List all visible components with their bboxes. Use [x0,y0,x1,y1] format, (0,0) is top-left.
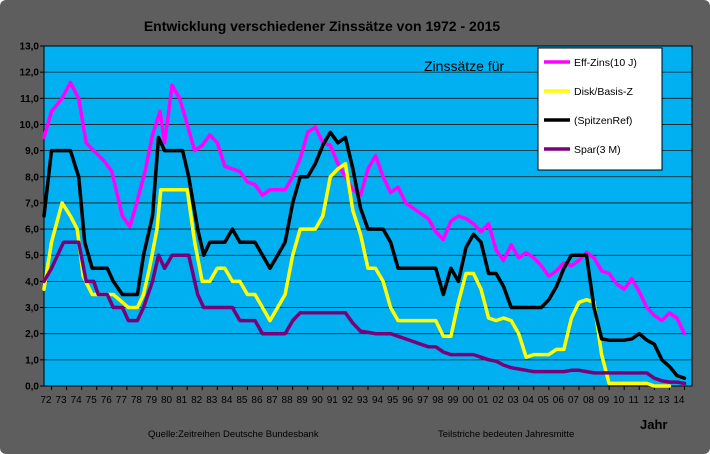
x-tick-label: 75 [86,395,98,406]
x-tick-label: 08 [583,395,595,406]
x-tick-label: 87 [266,395,278,406]
x-tick-label: 09 [598,395,610,406]
x-tick-label: 83 [206,395,218,406]
tick-note: Teilstriche bedeuten Jahresmitte [438,429,574,440]
x-axis-tick-labels: 72 73 74 75 76 77 78 79 80 81 82 83 84 85 86 87 88 89 90 91… [40,386,685,406]
x-tick-label: 99 [447,395,459,406]
x-tick-label: 00 [462,395,474,406]
x-tick-label: 98 [432,395,444,406]
x-tick-label: 89 [297,395,309,406]
x-tick-label: 02 [493,395,505,406]
x-tick-label: 97 [417,395,429,406]
legend-label: Disk/Basis-Z [574,86,634,98]
y-tick-label: 4,0 [25,277,39,288]
x-tick-label: 90 [312,395,324,406]
x-tick-label: 91 [327,395,339,406]
x-tick-label: 78 [131,395,143,406]
x-tick-label: 05 [538,395,550,406]
x-tick-label: 80 [161,395,173,406]
x-tick-label: 96 [402,395,414,406]
legend-label: (SpitzenRef) [574,115,632,127]
x-tick-label: 84 [221,395,233,406]
x-tick-label: 01 [477,395,489,406]
x-tick-label: 92 [342,395,354,406]
legend-items: Eff-Zins(10 J) Disk/Basis-Z (SpitzenRef) Sp… [544,57,637,156]
legend: Eff-Zins(10 J) Disk/Basis-Z (SpitzenRef) Sp… [537,47,663,171]
y-tick-label: 11,0 [20,94,39,105]
chart-title: Entwicklung verschiedener Zinssätze von … [144,18,501,34]
x-tick-label: 86 [251,395,263,406]
y-tick-label: 8,0 [25,172,39,183]
x-tick-label: 81 [176,395,188,406]
x-tick-label: 94 [372,395,384,406]
x-tick-label: 74 [71,395,83,406]
y-axis-tick-labels: 0,0 1,0 2,0 3,0 4,0 5,0 6,0 7,0 8,0 9,0 10,0 11,0 12… [20,42,44,393]
y-tick-label: 3,0 [25,303,39,314]
y-tick-label: 1,0 [25,355,39,366]
y-tick-label: 9,0 [25,146,39,157]
x-tick-label: 14 [673,395,685,406]
x-tick-label: 76 [101,395,113,406]
y-tick-label: 6,0 [25,225,39,236]
x-tick-label: 77 [116,395,128,406]
y-tick-label: 0,0 [25,382,39,393]
x-tick-label: 93 [357,395,369,406]
x-tick-label: 11 [629,395,640,406]
x-tick-label: 72 [40,395,52,406]
x-tick-label: 13 [658,395,670,406]
x-tick-label: 88 [282,395,294,406]
x-tick-label: 12 [643,395,655,406]
x-tick-label: 85 [236,395,248,406]
y-tick-label: 10,0 [20,120,40,131]
x-tick-label: 06 [553,395,565,406]
series-lines [42,80,687,388]
series-line-2 [42,161,672,388]
x-tick-label: 95 [387,395,399,406]
x-tick-label: 79 [146,395,158,406]
x-axis-label: Jahr [640,417,667,432]
legend-label: Eff-Zins(10 J) [574,57,637,69]
x-tick-label: 73 [56,395,68,406]
source-note: Quelle:Zeitreihen Deutsche Bundesbank [148,429,319,440]
y-tick-label: 7,0 [25,198,39,209]
y-tick-label: 13,0 [20,42,40,53]
x-tick-label: 07 [568,395,580,406]
y-tick-label: 2,0 [25,329,39,340]
x-tick-label: 10 [613,395,625,406]
x-tick-label: 04 [523,395,535,406]
legend-title: Zinssätze für [424,58,504,74]
y-tick-label: 12,0 [20,68,40,79]
series-line-4 [42,240,687,386]
series-line-1 [42,80,687,336]
series-line-3 [42,130,687,380]
y-tick-label: 5,0 [25,251,39,262]
legend-label: Spar(3 M) [574,144,621,156]
x-tick-label: 03 [508,395,520,406]
x-tick-label: 82 [191,395,203,406]
